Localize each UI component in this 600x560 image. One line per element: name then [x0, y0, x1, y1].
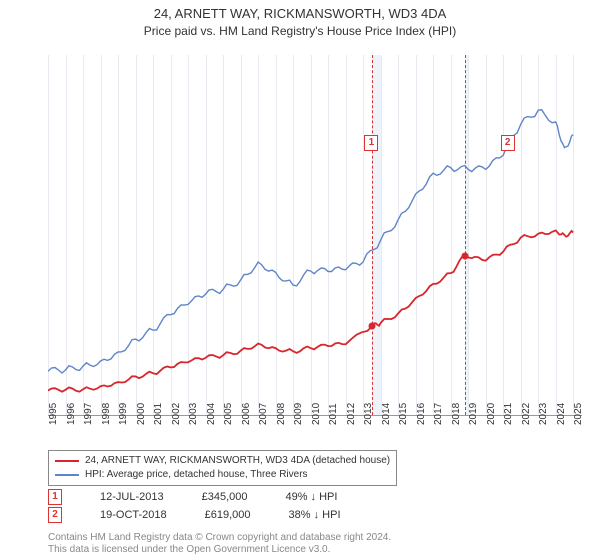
legend-label: 24, ARNETT WAY, RICKMANSWORTH, WD3 4DA (… [85, 454, 390, 468]
sale-pct: 38% ↓ HPI [289, 509, 341, 521]
sale-marker: 1 [48, 489, 62, 505]
sale-price: £345,000 [202, 491, 248, 503]
legend-swatch [55, 474, 79, 476]
sale-marker: 2 [48, 507, 62, 523]
footer-line: Contains HM Land Registry data © Crown c… [48, 532, 391, 544]
chart-plot-area: 1995199619971998199920002001200220032004… [48, 55, 582, 416]
sales-table: 1 12-JUL-2013 £345,000 49% ↓ HPI 2 19-OC… [48, 488, 341, 524]
chart-subtitle: Price paid vs. HM Land Registry's House … [0, 24, 600, 38]
legend-swatch [55, 460, 79, 462]
sale-price: £619,000 [205, 509, 251, 521]
chart-title: 24, ARNETT WAY, RICKMANSWORTH, WD3 4DA [0, 6, 600, 21]
sale-date: 19-OCT-2018 [100, 509, 167, 521]
footer: Contains HM Land Registry data © Crown c… [48, 532, 391, 556]
table-row: 1 12-JUL-2013 £345,000 49% ↓ HPI [48, 488, 341, 506]
footer-line: This data is licensed under the Open Gov… [48, 544, 391, 556]
legend-item: HPI: Average price, detached house, Thre… [55, 468, 390, 482]
sale-pct: 49% ↓ HPI [285, 491, 337, 503]
legend-item: 24, ARNETT WAY, RICKMANSWORTH, WD3 4DA (… [55, 454, 390, 468]
legend-label: HPI: Average price, detached house, Thre… [85, 468, 308, 482]
legend: 24, ARNETT WAY, RICKMANSWORTH, WD3 4DA (… [48, 450, 397, 486]
table-row: 2 19-OCT-2018 £619,000 38% ↓ HPI [48, 506, 341, 524]
sale-date: 12-JUL-2013 [100, 491, 164, 503]
